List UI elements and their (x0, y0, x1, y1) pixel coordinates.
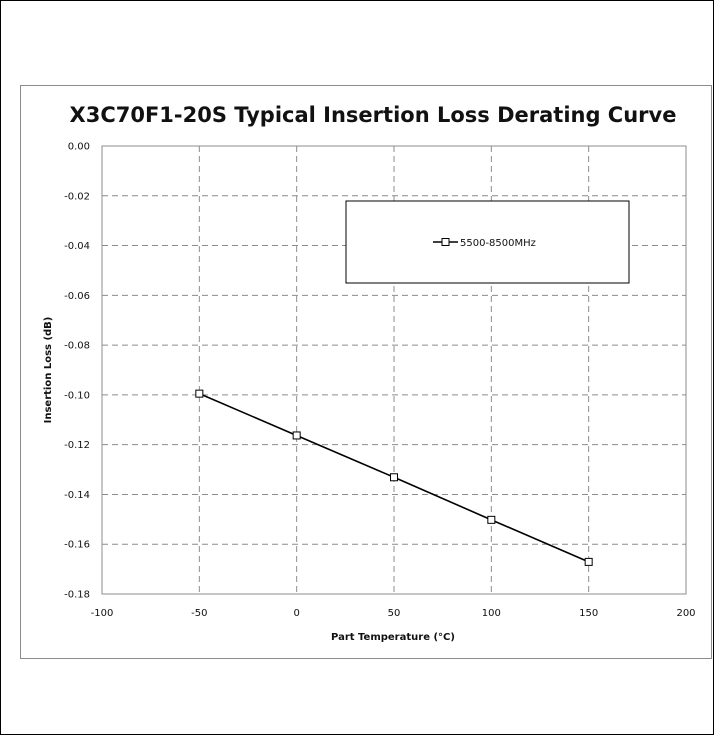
legend: 5500-8500MHz (345, 200, 630, 284)
data-point-marker (487, 515, 496, 524)
chart-frame (20, 85, 712, 659)
x-tick-labels: -100 -50 0 50 100 150 200 (91, 608, 696, 619)
y-tick-labels: 0.00 -0.02 -0.04 -0.06 -0.08 -0.10 -0.12 -0.14 -… (64, 142, 90, 601)
x-tick-label: -50 (191, 608, 207, 619)
legend-label: 5500-8500MHz (460, 238, 536, 249)
x-tick-label: 150 (579, 608, 598, 619)
data-point-marker (584, 557, 593, 566)
y-tick-label: -0.10 (64, 390, 90, 401)
series-layer (195, 389, 593, 566)
data-point-marker (195, 389, 204, 398)
x-tick-label: 100 (482, 608, 501, 619)
y-tick-label: -0.06 (64, 291, 90, 302)
y-tick-label: -0.12 (64, 440, 90, 451)
x-axis-label: Part Temperature (°C) (331, 632, 455, 643)
y-tick-label: -0.04 (64, 241, 90, 252)
y-tick-label: -0.14 (64, 490, 90, 501)
chart-title: X3C70F1-20S Typical Insertion Loss Derat… (70, 103, 677, 127)
x-tick-label: 0 (293, 608, 299, 619)
y-tick-label: 0.00 (68, 142, 90, 153)
y-tick-label: -0.18 (64, 590, 90, 601)
data-point-marker (292, 431, 301, 440)
y-tick-label: -0.08 (64, 341, 90, 352)
y-tick-label: -0.16 (64, 540, 90, 551)
x-tick-label: 200 (676, 608, 695, 619)
legend-marker (441, 238, 450, 246)
y-tick-label: -0.02 (64, 191, 90, 202)
plot-area (101, 145, 687, 595)
x-tick-label: -100 (91, 608, 114, 619)
x-tick-label: 50 (388, 608, 401, 619)
data-point-marker (390, 473, 398, 482)
y-axis-label: Insertion Loss (dB) (43, 317, 54, 424)
legend-box (345, 200, 630, 284)
